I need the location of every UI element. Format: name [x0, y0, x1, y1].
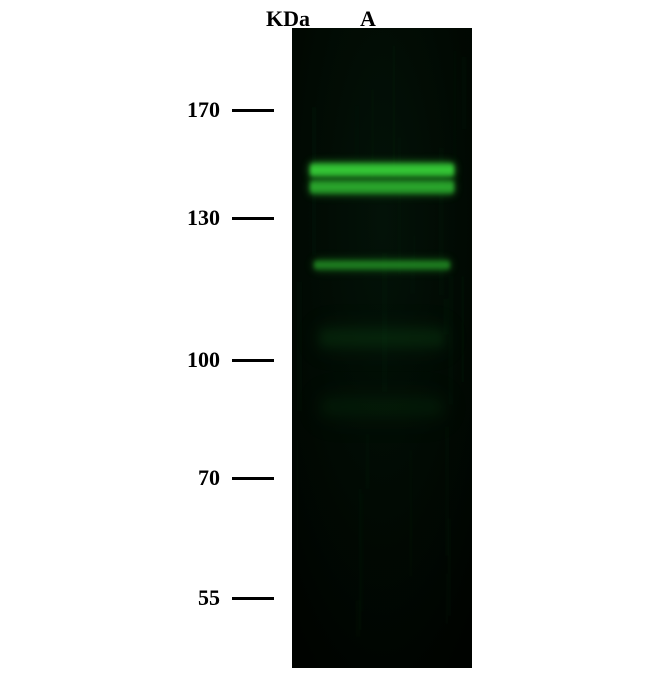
mw-label-70: 70: [198, 465, 220, 491]
blot-lane: [292, 28, 472, 668]
mw-tick-100: [232, 359, 274, 362]
band-faint-100kda: [320, 328, 444, 348]
figure-container: KDa A 1701301007055: [0, 0, 650, 688]
mw-tick-55: [232, 597, 274, 600]
mw-tick-70: [232, 477, 274, 480]
band-120kda: [314, 260, 450, 270]
mw-tick-170: [232, 109, 274, 112]
mw-tick-130: [232, 217, 274, 220]
band-150kda-lower: [310, 180, 454, 194]
mw-label-130: 130: [187, 205, 220, 231]
band-150kda-upper: [310, 163, 454, 177]
mw-label-55: 55: [198, 585, 220, 611]
band-faint-85kda: [322, 398, 442, 416]
blot-background: [292, 28, 472, 668]
mw-label-170: 170: [187, 97, 220, 123]
mw-label-100: 100: [187, 347, 220, 373]
